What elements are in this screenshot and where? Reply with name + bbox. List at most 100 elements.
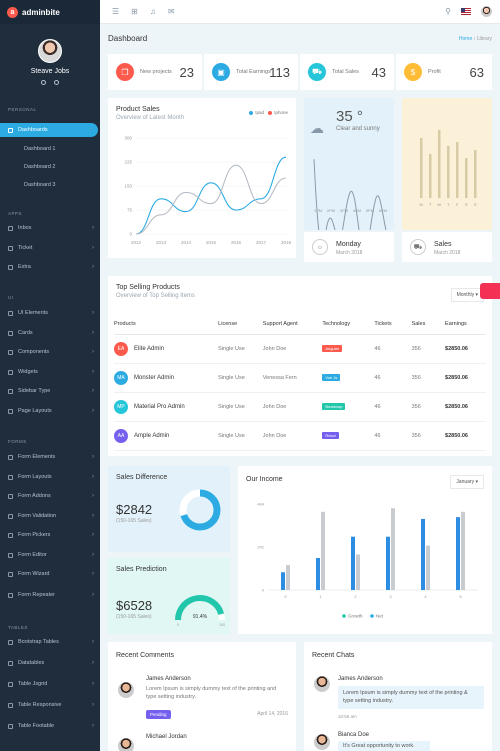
weather-time-label: 6PM xyxy=(379,208,387,213)
bell-icon[interactable]: ♫ xyxy=(149,7,156,16)
comment-date: April 14, 2016 xyxy=(257,711,288,717)
sidebar-item-table-footable[interactable]: Table Footable › xyxy=(0,719,100,733)
chat-avatar xyxy=(314,676,330,692)
stat-value: 63 xyxy=(469,64,484,80)
sidebar-item-form-repeater[interactable]: Form Repeater › xyxy=(0,588,100,602)
sales-widget-date: March 2018 xyxy=(434,250,461,256)
sidebar-item-form-wizard[interactable]: Form Wizard › xyxy=(0,567,100,581)
x-tick-label: 2016 xyxy=(231,240,242,245)
settings-icon[interactable] xyxy=(41,80,46,85)
dashboard-icon xyxy=(8,127,13,133)
table-row[interactable]: EA Elite Admin Single Use John Doe Angular 46… xyxy=(114,334,486,364)
chat-bubble: It's Great opportunity to work. xyxy=(338,741,430,751)
menu-toggle-icon[interactable]: ☰ xyxy=(112,7,120,16)
components-icon xyxy=(8,349,13,355)
mail-icon[interactable]: ✉ xyxy=(167,7,175,16)
sidebar-item-form-layouts[interactable]: Form Layouts › xyxy=(0,470,100,484)
product-sales-card: Product Sales Overview of Latest Month I… xyxy=(108,98,296,258)
sidebar-item-label: Ticket xyxy=(18,245,33,251)
income-x-tick: 0 xyxy=(284,594,287,599)
chevron-icon: › xyxy=(92,639,94,645)
sidebar-item-label: Table Jsgrid xyxy=(18,681,48,687)
sidebar-item-form-addons[interactable]: Form Addons › xyxy=(0,489,100,503)
sidebar-item-sidebar-type[interactable]: Sidebar Type › xyxy=(0,384,100,398)
sidebar-item-page-layouts[interactable]: Page Layouts › xyxy=(0,404,100,418)
profile-name: Steave Jobs xyxy=(30,68,70,75)
inbox-icon xyxy=(8,225,13,231)
sales-cell: 356 xyxy=(411,334,446,364)
power-icon[interactable] xyxy=(54,80,59,85)
sidebar-item-extra[interactable]: Extra › xyxy=(0,260,100,274)
sales-bar xyxy=(438,130,441,198)
x-tick-label: 2013 xyxy=(156,240,167,245)
sidebar-item-table-responsive[interactable]: Table Responsive › xyxy=(0,698,100,712)
product-avatar: AA xyxy=(114,428,128,443)
sales-day-label: T xyxy=(447,202,450,207)
form-editor-icon xyxy=(8,552,13,558)
sidebar-item-dashboards[interactable]: Dashboards › xyxy=(0,123,98,137)
sidebar-item-ticket[interactable]: Ticket › xyxy=(0,241,100,255)
grid-icon[interactable]: ⊞ xyxy=(131,7,138,16)
chevron-icon: › xyxy=(92,264,94,270)
search-icon[interactable]: ⚲ xyxy=(445,7,451,16)
table-row[interactable]: MP Material Pro Admin Single Use John Doe Bo… xyxy=(114,392,486,422)
series-line-ipad xyxy=(135,156,287,235)
sidebar-item-form-pickers[interactable]: Form Pickers › xyxy=(0,528,100,542)
table-row[interactable]: AA Ample Admin Single Use John Doe React 46 35… xyxy=(114,421,486,451)
sidebar-subitem-dashboard-1[interactable]: Dashboard 1 xyxy=(24,146,56,152)
license-cell: Single Use xyxy=(218,392,263,422)
chevron-icon: › xyxy=(92,225,94,231)
sidebar-item-inbox[interactable]: Inbox › xyxy=(0,221,100,235)
y-tick-label: 150 xyxy=(124,184,132,189)
tickets-cell: 46 xyxy=(374,392,412,422)
weather-time-label: 5PM xyxy=(366,208,374,213)
sidebar-item-cards[interactable]: Cards › xyxy=(0,326,100,340)
sidebar-item-widgets[interactable]: Widgets › xyxy=(0,365,100,379)
sidebar-item-bootstrap-tables[interactable]: Bootstrap Tables › xyxy=(0,635,100,649)
stat-card: ▣ Total Earnings 113 xyxy=(204,54,298,90)
projects-icon: ❐ xyxy=(116,63,134,81)
table-footable-icon xyxy=(8,723,13,729)
stat-value: 23 xyxy=(179,64,194,80)
ui-elements-icon xyxy=(8,310,13,316)
sidebar-item-components[interactable]: Components › xyxy=(0,345,100,359)
weather-chart: 1PM 2PM 3PM 4PM 5PM 6PM xyxy=(313,159,387,230)
sidebar-item-form-elements[interactable]: Form Elements › xyxy=(0,450,100,464)
table-header: Sales xyxy=(411,314,446,335)
breadcrumb-home[interactable]: Home xyxy=(458,36,473,42)
sidebar-item-form-editor[interactable]: Form Editor › xyxy=(0,548,100,562)
comment-status-badge[interactable]: Pending xyxy=(146,710,171,719)
january-select[interactable]: January ▾ xyxy=(450,475,484,489)
chevron-icon: › xyxy=(92,493,94,499)
brand[interactable]: a adminbite xyxy=(0,0,100,24)
stat-label: Profit xyxy=(428,69,441,75)
stat-label: Total Sales xyxy=(332,69,359,75)
table-header: Tickets xyxy=(374,314,412,335)
monthly-select[interactable]: Monthly ▾ xyxy=(450,288,484,302)
form-repeater-icon xyxy=(8,592,13,598)
comment-name: James Anderson xyxy=(146,676,191,682)
sales-pred-gauge: 91.4% 0 100 xyxy=(175,595,225,627)
sidebar-item-form-validation[interactable]: Form Validation › xyxy=(0,509,100,523)
growth-bar xyxy=(351,536,355,590)
chevron-icon: › xyxy=(92,660,94,666)
weather-time-label: 1PM xyxy=(314,208,322,213)
user-avatar-icon[interactable] xyxy=(481,6,492,17)
settings-float-button[interactable] xyxy=(480,283,500,299)
sidebar-subitem-dashboard-3[interactable]: Dashboard 3 xyxy=(24,182,56,188)
sidebar-item-table-jsgrid[interactable]: Table Jsgrid › xyxy=(0,677,100,691)
net-bar xyxy=(321,511,325,590)
language-flag-icon[interactable] xyxy=(461,8,471,15)
income-y-tick: 242 xyxy=(257,545,264,550)
chevron-icon: › xyxy=(92,681,94,687)
sales-diff-sub: (150-165 Sales) xyxy=(116,518,152,524)
table-row[interactable]: MA Monster Admin Single Use Venessa Fern Vue… xyxy=(114,363,486,393)
weather-date-card: ☼ Monday March 2018 xyxy=(304,232,394,262)
weather-time-label: 2PM xyxy=(327,208,335,213)
sidebar-item-ui-elements[interactable]: UI Elements › xyxy=(0,306,100,320)
growth-bar xyxy=(421,518,425,590)
sidebar-subitem-dashboard-2[interactable]: Dashboard 2 xyxy=(24,164,56,170)
net-bar xyxy=(461,511,465,590)
sidebar-item-datatables[interactable]: Datatables › xyxy=(0,656,100,670)
avatar[interactable] xyxy=(38,39,62,63)
